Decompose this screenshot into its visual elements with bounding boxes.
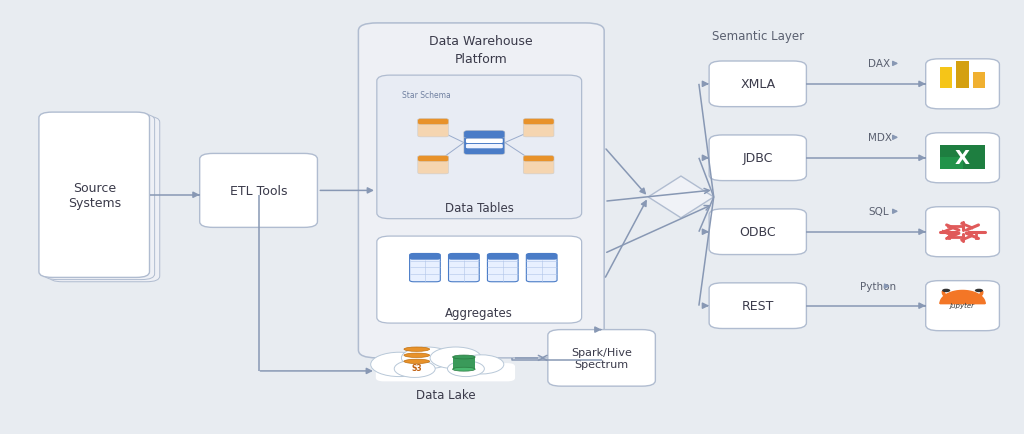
FancyBboxPatch shape [49,117,160,282]
Text: MDX: MDX [868,133,892,143]
Text: Data Warehouse
Platform: Data Warehouse Platform [429,34,534,66]
Bar [956,62,969,89]
Bar [940,157,963,169]
Circle shape [459,355,504,374]
Bar [940,68,952,89]
FancyBboxPatch shape [410,254,440,282]
Text: SQL: SQL [868,207,889,217]
FancyBboxPatch shape [410,254,440,260]
FancyBboxPatch shape [487,254,518,260]
Text: Python: Python [860,282,896,291]
FancyBboxPatch shape [44,115,155,280]
Circle shape [401,347,453,369]
Text: Data Tables: Data Tables [444,202,514,215]
Text: jupyter: jupyter [950,302,975,308]
Text: JDBC: JDBC [742,152,773,165]
Text: Aggregates: Aggregates [445,306,513,319]
FancyBboxPatch shape [926,281,999,331]
FancyBboxPatch shape [526,254,557,260]
FancyBboxPatch shape [449,254,479,282]
Text: XMLA: XMLA [740,78,775,91]
Circle shape [371,352,428,377]
Text: Spark/Hive
Spectrum: Spark/Hive Spectrum [571,347,632,369]
Text: Star Schema: Star Schema [402,91,452,100]
FancyBboxPatch shape [418,156,449,162]
Text: REST: REST [741,299,774,312]
Circle shape [394,360,435,378]
FancyBboxPatch shape [548,330,655,386]
FancyBboxPatch shape [523,119,554,125]
FancyBboxPatch shape [926,134,999,183]
FancyBboxPatch shape [377,76,582,219]
FancyBboxPatch shape [466,145,503,149]
Text: DAX: DAX [868,59,891,69]
Bar [973,72,985,89]
Bar [940,145,985,169]
FancyBboxPatch shape [523,156,554,162]
FancyBboxPatch shape [526,254,557,282]
Text: ETL Tools: ETL Tools [229,184,288,197]
Circle shape [942,289,950,293]
FancyBboxPatch shape [418,119,449,125]
Text: X: X [955,149,970,168]
Circle shape [447,361,484,377]
Bar [453,357,475,369]
FancyBboxPatch shape [487,254,518,282]
FancyBboxPatch shape [523,156,554,174]
Circle shape [975,289,983,293]
FancyBboxPatch shape [200,154,317,228]
Text: Data Lake: Data Lake [416,388,475,401]
Circle shape [430,347,481,369]
FancyBboxPatch shape [377,237,582,323]
FancyBboxPatch shape [709,62,807,107]
Ellipse shape [403,353,430,358]
FancyBboxPatch shape [709,210,807,255]
Polygon shape [648,177,714,218]
FancyBboxPatch shape [358,24,604,358]
Ellipse shape [403,359,430,364]
Text: Semantic Layer: Semantic Layer [712,30,804,43]
FancyBboxPatch shape [39,113,150,278]
FancyBboxPatch shape [466,139,503,144]
FancyBboxPatch shape [926,59,999,109]
FancyBboxPatch shape [418,119,449,138]
FancyBboxPatch shape [464,131,505,139]
Text: Source
Systems: Source Systems [68,181,121,209]
FancyBboxPatch shape [449,254,479,260]
FancyBboxPatch shape [709,283,807,329]
FancyBboxPatch shape [523,119,554,138]
Ellipse shape [403,347,430,352]
FancyBboxPatch shape [709,135,807,181]
FancyBboxPatch shape [464,131,505,155]
Text: ODBC: ODBC [739,226,776,239]
Polygon shape [940,300,985,304]
FancyBboxPatch shape [376,363,515,381]
Text: S3: S3 [412,363,422,372]
Polygon shape [940,291,985,304]
Ellipse shape [453,355,475,359]
FancyBboxPatch shape [418,156,449,174]
FancyBboxPatch shape [926,207,999,257]
Ellipse shape [453,367,475,371]
